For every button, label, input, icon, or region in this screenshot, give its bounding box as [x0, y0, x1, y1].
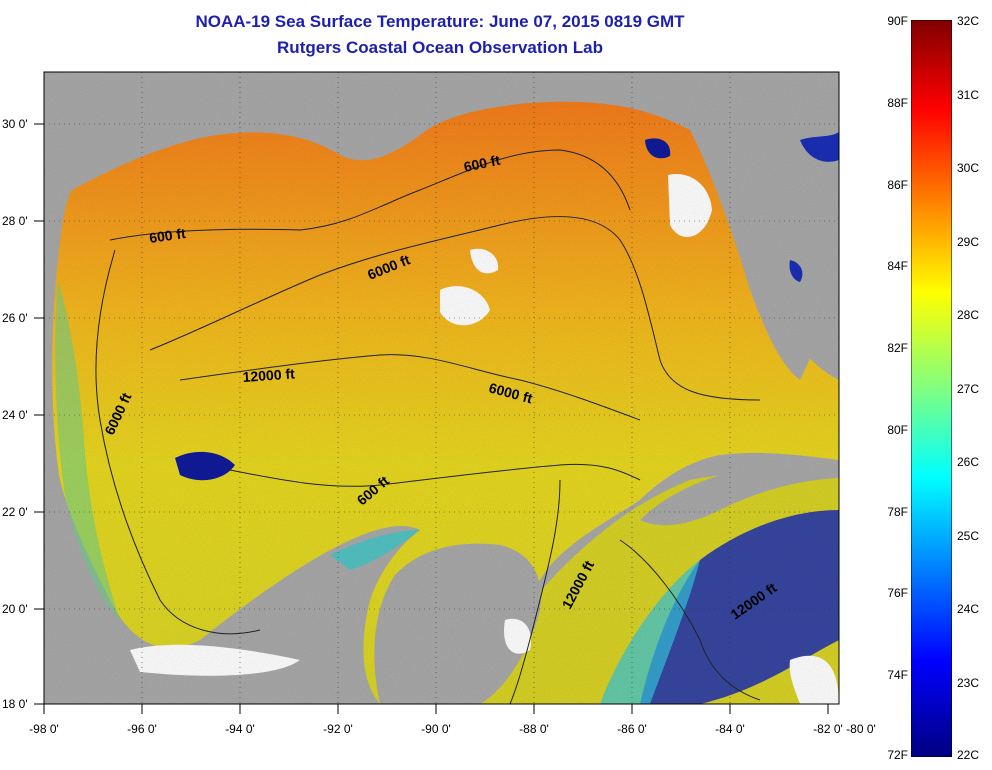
y-tick-label: 30 0' [2, 117, 28, 131]
x-tick-label: -96 0' [127, 722, 157, 736]
y-tick-label: 24 0' [2, 408, 28, 422]
colorbar-f-label: 82F [887, 341, 908, 355]
contour-label: 600 ft [148, 225, 187, 246]
colorbar-c-label: 28C [957, 308, 980, 322]
x-tick-label: -86 0' [617, 722, 647, 736]
colorbar-c-label: 22C [957, 748, 980, 762]
map-frame [43, 71, 840, 705]
frame-ticks [34, 123, 829, 714]
colorbar-c-label: 27C [957, 382, 980, 396]
colorbar-c-label: 25C [957, 529, 980, 543]
colorbar-c-label: 24C [957, 602, 980, 616]
x-tick-label: -90 0' [421, 722, 451, 736]
y-tick-label: 20 0' [2, 602, 28, 616]
x-tick-label: -88 0' [519, 722, 549, 736]
colorbar-f-label: 90F [887, 14, 908, 28]
x-tick-label: -84 0' [715, 722, 745, 736]
y-tick-label: 18 0' [2, 697, 28, 711]
colorbar-f-label: 88F [887, 96, 908, 110]
colorbar-f-label: 86F [887, 178, 908, 192]
x-tick-label: -98 0' [29, 722, 59, 736]
colorbar-c-label: 26C [957, 455, 980, 469]
colorbar-f-label: 84F [887, 259, 908, 273]
depth-contours [95, 149, 761, 704]
colorbar-f-label: 78F [887, 505, 908, 519]
map-subtitle: Rutgers Coastal Ocean Observation Lab [277, 38, 603, 57]
colorbar-f-label: 80F [887, 423, 908, 437]
x-tick-label: -94 0' [225, 722, 255, 736]
colorbar-c-label: 23C [957, 676, 980, 690]
x-tick-label: -80 0' [846, 722, 876, 736]
x-tick-label: -92 0' [323, 722, 353, 736]
colorbar-c-label: 32C [957, 14, 980, 28]
lat-lon-grid [44, 72, 839, 704]
colorbar-c-label: 30C [957, 161, 980, 175]
colorbar-f-label: 72F [887, 748, 908, 762]
map-title: NOAA-19 Sea Surface Temperature: June 07… [195, 12, 685, 31]
y-tick-label: 28 0' [2, 214, 28, 228]
colorbar-f-label: 76F [887, 586, 908, 600]
contour-label: 600 ft [462, 152, 501, 175]
contour-label: 12000 ft [242, 365, 295, 385]
x-tick-label: -82 0' [813, 722, 843, 736]
colorbar-f-label: 74F [887, 668, 908, 682]
colorbar-c-label: 31C [957, 88, 980, 102]
y-tick-label: 26 0' [2, 311, 28, 325]
temperature-colorbar [911, 20, 952, 757]
y-tick-label: 22 0' [2, 505, 28, 519]
colorbar-c-label: 29C [957, 235, 980, 249]
